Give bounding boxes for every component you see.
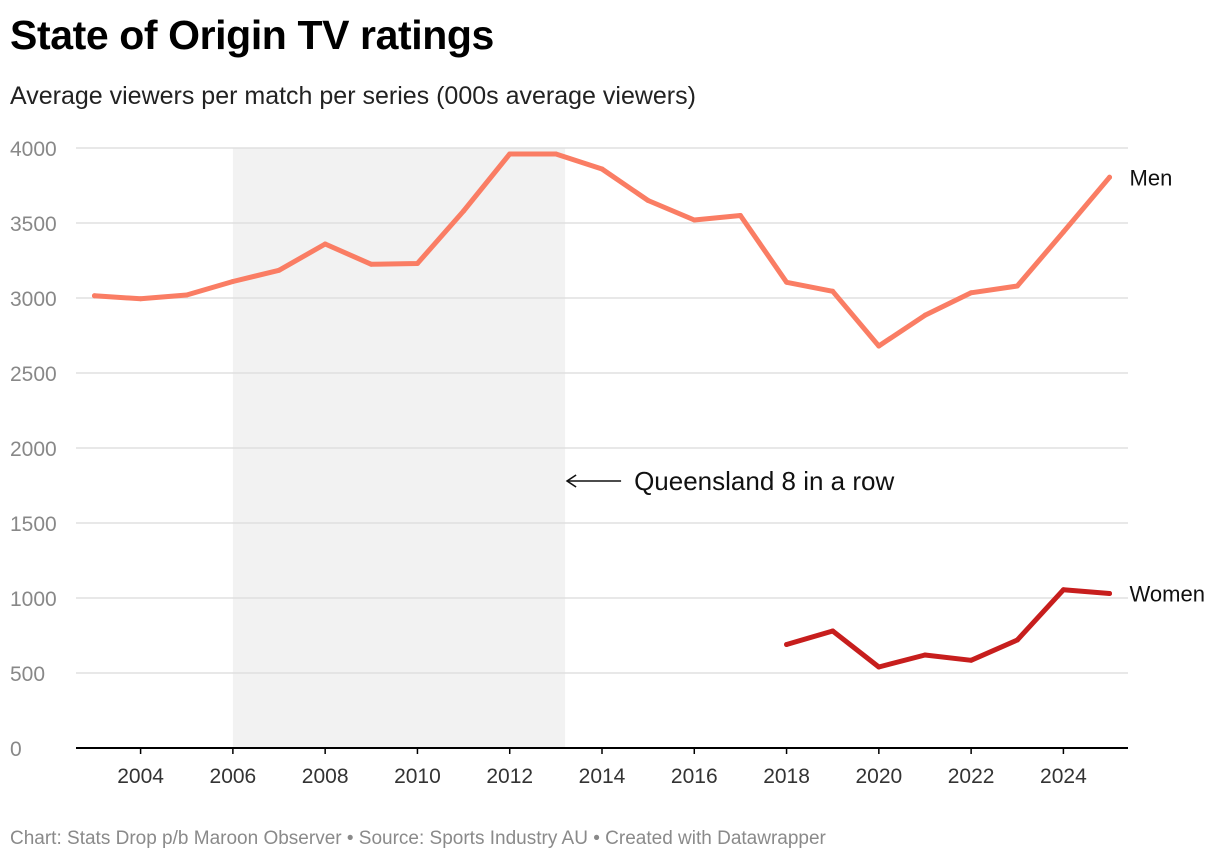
x-tick-label: 2012: [486, 765, 533, 788]
data-point-women: [968, 657, 974, 663]
data-point-women: [1014, 637, 1020, 643]
data-point-men: [507, 151, 513, 157]
data-point-men: [414, 261, 420, 266]
x-tick-label: 2016: [671, 765, 718, 788]
y-tick-label: 1500: [10, 513, 57, 536]
data-point-men: [322, 241, 328, 247]
y-tick-label: 1000: [10, 588, 57, 611]
data-point-men: [184, 292, 190, 298]
data-point-men: [1014, 283, 1020, 289]
data-point-men: [276, 267, 282, 273]
data-point-men: [830, 288, 836, 294]
annotation-arrow-head: [565, 474, 577, 488]
y-tick-label: 2000: [10, 438, 57, 461]
x-tick-label: 2006: [210, 765, 257, 788]
data-point-men: [968, 290, 974, 296]
data-point-women: [1107, 591, 1113, 596]
data-point-men: [461, 208, 467, 214]
y-tick-label: 2500: [10, 363, 57, 386]
data-point-men: [138, 296, 144, 302]
y-tick-label: 500: [10, 663, 45, 686]
x-tick-label: 2004: [117, 765, 164, 788]
x-tick-label: 2024: [1040, 765, 1087, 788]
series-label-men: Men: [1130, 165, 1173, 190]
data-point-men: [553, 151, 559, 157]
x-tick-label: 2020: [855, 765, 902, 788]
data-point-men: [91, 293, 97, 299]
x-tick-label: 2014: [579, 765, 626, 788]
x-tick-label: 2022: [948, 765, 995, 788]
data-point-men: [645, 198, 651, 203]
data-point-women: [784, 642, 790, 647]
data-point-men: [1107, 174, 1113, 180]
data-point-women: [1060, 587, 1066, 593]
x-tick-label: 2010: [394, 765, 441, 788]
data-point-men: [230, 279, 236, 284]
data-point-men: [599, 166, 605, 172]
data-point-men: [922, 312, 928, 318]
data-point-women: [922, 652, 928, 658]
chart-subtitle: Average viewers per match per series (00…: [10, 82, 696, 110]
data-point-men: [1060, 229, 1066, 235]
data-point-men: [691, 217, 697, 223]
series-line-women: [784, 587, 1112, 670]
x-tick-label: 2018: [763, 765, 810, 788]
data-point-men: [737, 213, 743, 218]
data-point-men: [784, 279, 790, 285]
x-tick-label: 2008: [302, 765, 349, 788]
y-tick-label: 3500: [10, 213, 57, 236]
y-tick-label: 0: [10, 738, 22, 761]
data-point-men: [876, 343, 882, 349]
y-tick-label: 3000: [10, 288, 57, 311]
chart-title: State of Origin TV ratings: [10, 12, 494, 58]
data-point-women: [876, 664, 882, 670]
chart-footer: Chart: Stats Drop p/b Maroon Observer • …: [10, 828, 826, 849]
data-point-men: [368, 261, 374, 267]
data-point-women: [830, 628, 836, 634]
annotation-text: Queensland 8 in a row: [634, 466, 894, 496]
series-label-women: Women: [1130, 582, 1205, 607]
y-tick-label: 4000: [10, 138, 57, 161]
